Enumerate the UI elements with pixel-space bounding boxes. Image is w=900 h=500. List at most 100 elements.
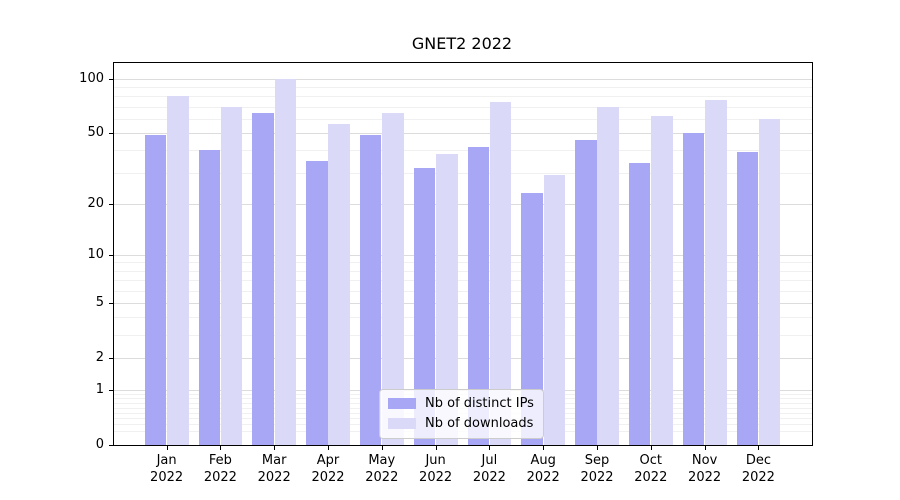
legend: Nb of distinct IPs Nb of downloads [379, 389, 544, 439]
x-tick-year: 2022 [580, 470, 614, 485]
y-tick-label: 100 [79, 70, 104, 86]
bar-feb-downloads [220, 106, 243, 445]
bar-jun-downloads [436, 154, 458, 445]
x-tick-mark [435, 446, 437, 450]
x-tick-mark [489, 446, 491, 450]
gridline-minor [114, 150, 812, 152]
x-tick-month: Sep [584, 453, 610, 468]
gridline-minor [114, 118, 812, 120]
bar-dec-distinct-ips [736, 152, 758, 445]
bar-jul-distinct-ips [467, 146, 489, 445]
x-tick-month: Apr [316, 453, 340, 468]
x-tick-label-jun: Jun 2022 [406, 452, 466, 486]
bar-sep-distinct-ips [575, 139, 597, 445]
bar-mar-downloads [274, 78, 297, 445]
legend-label-distinct-ips: Nb of distinct IPs [425, 396, 534, 411]
x-tick-month: May [368, 453, 396, 468]
x-tick-mark [758, 446, 760, 450]
x-tick-label-nov: Nov 2022 [675, 452, 735, 486]
gridline-minor [114, 317, 812, 319]
x-tick-year: 2022 [526, 470, 560, 485]
x-tick-label-jan: Jan 2022 [137, 452, 197, 486]
gridline-minor [114, 106, 812, 108]
y-tick-mark [109, 357, 113, 359]
x-tick-label-jul: Jul 2022 [459, 452, 519, 486]
x-tick-year: 2022 [472, 470, 506, 485]
x-tick-mark [274, 446, 276, 450]
gridline-minor [114, 335, 812, 337]
x-tick-month: Jun [425, 453, 446, 468]
x-tick-year: 2022 [365, 470, 399, 485]
x-tick-mark [220, 446, 222, 450]
gridline-minor [114, 290, 812, 292]
x-tick-label-apr: Apr 2022 [298, 452, 358, 486]
x-tick-year: 2022 [688, 470, 722, 485]
legend-item-downloads: Nb of downloads [388, 416, 534, 431]
y-tick-label: 2 [95, 349, 104, 365]
x-tick-month: Feb [208, 453, 232, 468]
gridline-minor [114, 87, 812, 89]
x-tick-month: Mar [261, 453, 287, 468]
x-tick-year: 2022 [311, 470, 345, 485]
x-tick-mark [597, 446, 598, 450]
y-tick-mark [109, 254, 113, 256]
plot-area: Nb of distinct IPs Nb of downloads [113, 62, 813, 446]
bar-aug-distinct-ips [521, 192, 543, 445]
bar-nov-downloads [705, 100, 727, 445]
y-tick-label: 20 [87, 195, 104, 211]
x-tick-year: 2022 [741, 470, 775, 485]
y-tick-mark [109, 445, 113, 446]
x-tick-month: Oct [639, 453, 663, 468]
legend-item-distinct-ips: Nb of distinct IPs [388, 396, 534, 411]
x-tick-mark [381, 446, 383, 450]
bar-apr-downloads [328, 124, 350, 445]
x-tick-month: Aug [530, 453, 556, 468]
y-tick-mark [109, 203, 113, 205]
x-tick-month: Dec [745, 453, 771, 468]
bar-jan-distinct-ips [144, 134, 167, 445]
bar-jan-downloads [167, 96, 189, 445]
bar-aug-downloads [543, 175, 566, 445]
bar-oct-distinct-ips [628, 163, 651, 445]
x-tick-label-mar: Mar 2022 [244, 452, 304, 486]
gridline-major [114, 203, 812, 205]
y-tick-mark [109, 302, 113, 304]
y-tick-label: 0 [95, 437, 104, 452]
gridline-major [114, 302, 812, 304]
bar-apr-distinct-ips [306, 160, 328, 445]
bar-feb-distinct-ips [198, 150, 220, 445]
bar-sep-downloads [597, 106, 619, 445]
legend-swatch-distinct-ips [388, 398, 416, 409]
x-tick-month: Jan [156, 453, 177, 468]
x-tick-mark [166, 446, 168, 450]
x-tick-label-aug: Aug 2022 [513, 452, 573, 486]
gridline-minor [114, 96, 812, 98]
bar-mar-distinct-ips [252, 112, 274, 445]
bar-may-distinct-ips [359, 134, 382, 445]
bar-dec-downloads [758, 118, 781, 445]
gridline-minor [114, 172, 812, 174]
y-tick-label: 10 [87, 246, 104, 262]
x-tick-mark [704, 446, 706, 450]
x-tick-mark [650, 446, 652, 450]
x-tick-year: 2022 [257, 470, 291, 485]
gridline-major [114, 254, 812, 256]
gridline-minor [114, 280, 812, 282]
y-tick-mark [109, 390, 113, 392]
gridline-major [114, 357, 812, 359]
gridline-major [114, 78, 812, 80]
y-tick-mark [109, 133, 113, 135]
x-tick-label-sep: Sep 2022 [567, 452, 627, 486]
y-tick-mark [109, 78, 113, 80]
x-tick-label-oct: Oct 2022 [621, 452, 681, 486]
bar-jul-downloads [489, 101, 512, 445]
chart-title: GNET2 2022 [411, 34, 513, 53]
x-tick-year: 2022 [419, 470, 453, 485]
y-tick-label: 5 [95, 294, 104, 310]
x-tick-month: Nov [691, 453, 718, 468]
gridline-minor [114, 270, 812, 272]
x-tick-label-may: May 2022 [352, 452, 412, 486]
x-tick-year: 2022 [203, 470, 237, 485]
bar-may-downloads [382, 112, 404, 445]
gridline-minor [114, 262, 812, 264]
